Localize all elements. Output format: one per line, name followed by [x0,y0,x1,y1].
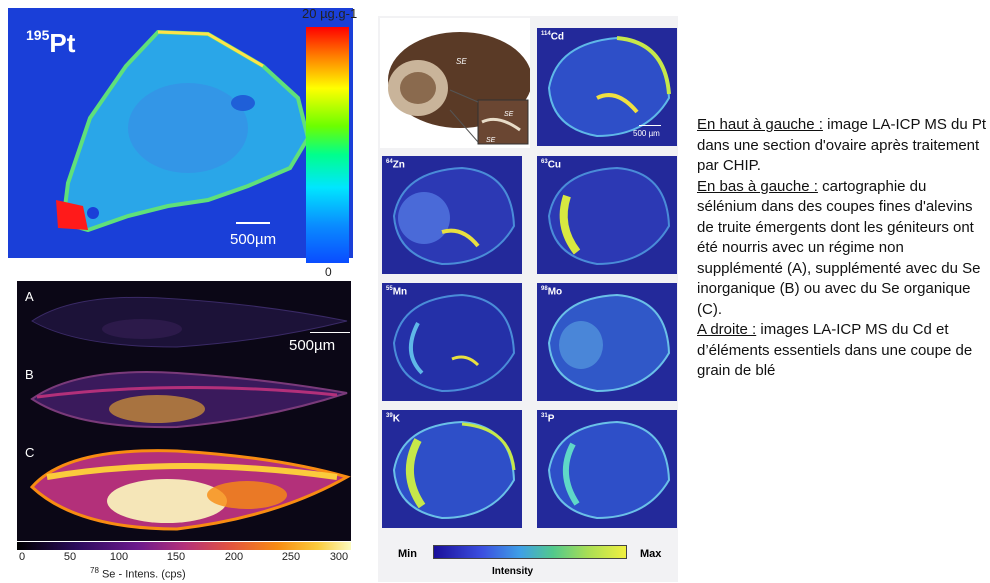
se-colorbar-tick: 250 [281,551,301,563]
grain-tissue-mn [392,293,516,393]
grain-map-mn: 55Mn [382,283,522,401]
se-label-c: C [25,445,35,460]
grain-map-label: 63Cu [541,159,562,171]
grain-tissue-cd [547,36,671,138]
pt-colorbar-min: 0 [325,265,332,279]
grain-map-label: 114Cd [541,31,565,43]
caption-text: cartographie du sélénium dans des coupes… [697,177,981,318]
grain-map-cu: 63Cu [537,156,677,274]
pt-ovary-map: 195Pt 500µm [8,8,353,258]
grain-section-drawing: SE SE SE IP [388,32,530,145]
caption-heading: A droite : [697,321,757,338]
caption-paragraph-bottom-left: En bas à gauche : cartographie du séléni… [697,177,987,321]
intensity-title: Intensity [492,566,534,577]
pt-colorbar [306,27,349,263]
cd-scale-bar [639,125,661,126]
se-colorbar-tick: 200 [224,551,244,563]
grain-tissue-p [547,420,671,520]
grain-map-label: 64Zn [386,159,405,171]
grain-map-label: 39K [386,413,400,425]
se-colorbar-tick: 50 [63,551,77,563]
grain-micrograph: SE SE SE IP [380,18,530,148]
grain-map-k: 39K [382,410,522,528]
se-fish-c [29,449,351,531]
pt-isotope-label: 195Pt [26,27,76,58]
grain-map-p: 31P [537,410,677,528]
se-label-b: B [25,367,34,382]
se-label-a: A [25,289,34,304]
grain-photo-label: SE [486,137,496,144]
intensity-max-label: Max [640,548,662,560]
se-colorbar-tick: 100 [109,551,129,563]
intensity-min-label: Min [398,548,417,560]
se-colorbar-title: 78 Se - Intens. (cps) [90,566,186,581]
caption-heading: En haut à gauche : [697,116,823,133]
grain-photo-label: IP [396,113,404,122]
caption-heading: En bas à gauche : [697,177,818,195]
grain-tissue-mo [547,293,671,393]
se-colorbar [17,542,351,550]
se-panel-c: C [17,437,351,541]
se-scale-bar [310,332,350,333]
pt-tissue-shape [56,29,311,233]
se-scale-label: 500µm [289,337,336,354]
grain-photo-label: SE [504,111,514,118]
grain-tissue-k [392,420,516,520]
grain-photo-label: SE [456,57,467,66]
pt-colorbar-max: 20 µg.g-1 [302,6,358,21]
se-colorbar-tick: 0 [18,551,26,563]
grain-map-label: 98Mo [541,286,563,298]
figure-caption: En haut à gauche : image LA-ICP MS du Pt… [697,115,987,382]
caption-text: image LA-ICP MS du Pt dans une section d… [697,116,987,174]
se-panel-b: B [17,359,351,437]
grain-map-label: 31P [541,413,555,425]
grain-map-zn: 64Zn [382,156,522,274]
se-fish-b [30,371,348,429]
intensity-colorbar [433,545,627,559]
grain-tissue-zn [392,166,516,266]
caption-paragraph-right: A droite : images LA-ICP MS du Cd et d’é… [697,320,987,382]
caption-paragraph-top-left: En haut à gauche : image LA-ICP MS du Pt… [697,115,987,177]
cd-scale-label: 500 µm [633,129,660,138]
caption-text: images LA-ICP MS du Cd et d’éléments ess… [697,321,973,379]
grain-map-mo: 98Mo [537,283,677,401]
grain-tissue-cu [547,166,671,266]
se-panel-a: A 500µm [17,281,351,359]
pt-scale-bar [236,222,270,224]
pt-scale-label: 500µm [230,231,277,248]
grain-map-label: 55Mn [386,286,408,298]
se-colorbar-tick: 300 [329,551,349,563]
se-fish-a [31,296,348,348]
grain-map-cd: 114Cd 500 µm [537,28,677,146]
se-colorbar-tick: 150 [166,551,186,563]
